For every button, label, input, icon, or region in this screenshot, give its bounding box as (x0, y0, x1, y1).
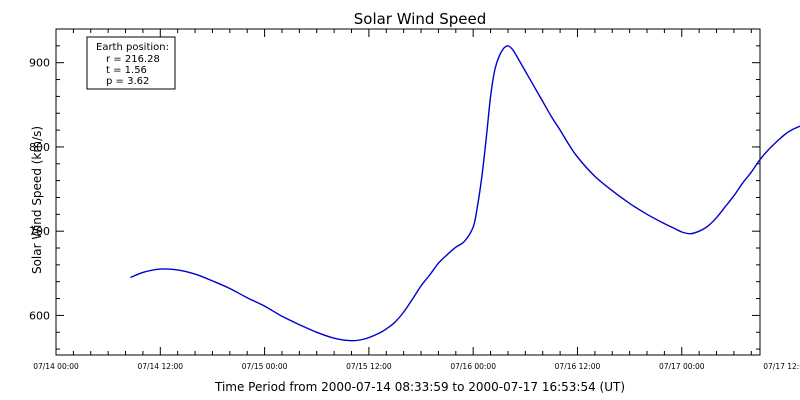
y-tick-label: 800 (29, 141, 50, 154)
x-tick-labels: 07/14 00:00 07/14 12:00 07/15 00:00 07/15 1… (33, 362, 800, 371)
chart-title: Solar Wind Speed (354, 10, 486, 28)
x-tick-label: 07/16 12:00 (555, 362, 601, 371)
y-tick-label: 900 (29, 57, 50, 70)
legend-frame (86, 36, 176, 90)
y-tick-label: 600 (29, 309, 50, 322)
x-tick-label: 07/14 12:00 (137, 362, 183, 371)
legend-box: Earth position: r = 216.28 t = 1.56 p = … (86, 36, 176, 90)
axis-ticks (55, 28, 760, 355)
y-tick-label: 700 (29, 225, 50, 238)
legend-title: Earth position: (96, 42, 169, 53)
x-tick-label: 07/17 00:00 (659, 362, 705, 371)
x-tick-label: 07/14 00:00 (33, 362, 79, 371)
y-tick-labels: 600 700 800 900 (29, 57, 50, 323)
x-tick-label: 07/15 12:00 (346, 362, 392, 371)
x-tick-label: 07/15 00:00 (242, 362, 288, 371)
legend-p: p = 3.62 (106, 76, 149, 87)
y-axis-label: Solar Wind Speed (km/s) (30, 126, 44, 274)
plot-frame (55, 28, 761, 356)
series-line (130, 45, 800, 342)
x-tick-label: 07/16 00:00 (450, 362, 496, 371)
legend-r: r = 216.28 (106, 54, 160, 65)
x-axis-label: Time Period from 2000-07-14 08:33:59 to … (214, 380, 625, 394)
x-tick-label: 07/17 12:00 (763, 362, 800, 371)
legend-t: t = 1.56 (106, 65, 147, 76)
